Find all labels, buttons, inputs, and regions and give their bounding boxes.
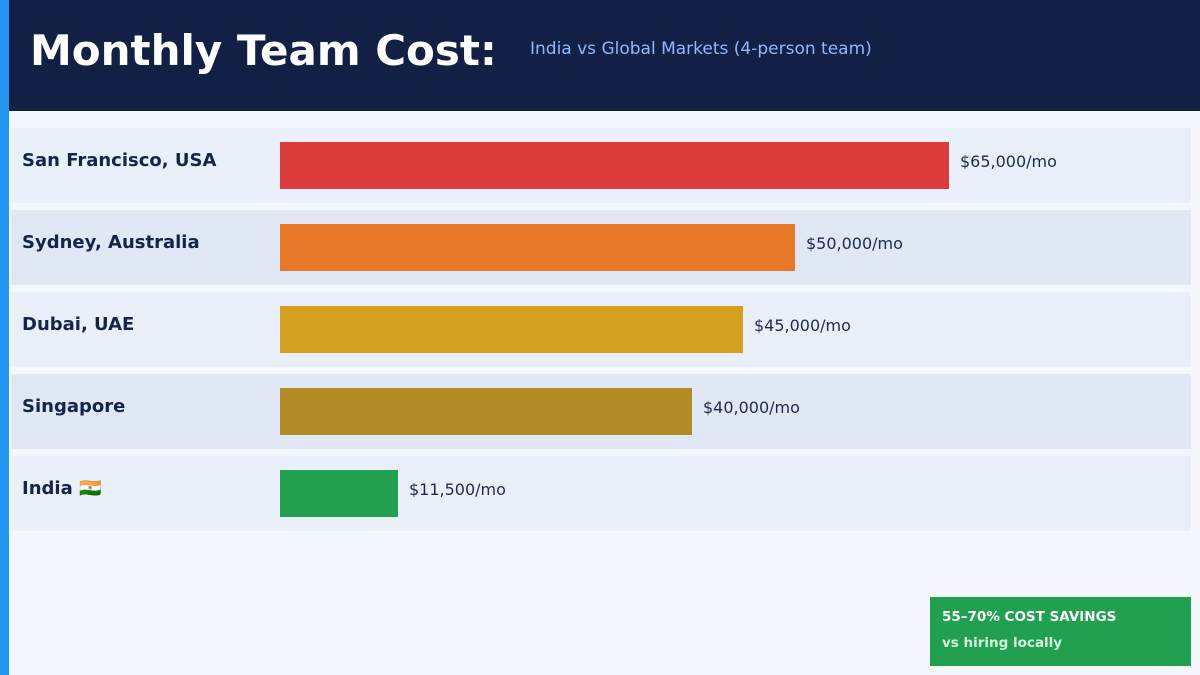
category-label: Dubai, UAE bbox=[22, 314, 135, 335]
chart-title: Monthly Team Cost: bbox=[30, 26, 497, 75]
accent-bar bbox=[0, 0, 9, 675]
chart-row: Sydney, Australia bbox=[11, 210, 1191, 285]
bar bbox=[280, 388, 692, 435]
callout-subtext: vs hiring locally bbox=[942, 635, 1063, 651]
bar bbox=[280, 306, 743, 353]
data-label: $11,500/mo bbox=[409, 480, 506, 499]
category-label: Singapore bbox=[22, 396, 126, 417]
category-label: India 🇮🇳 bbox=[22, 478, 102, 499]
chart-subtitle: India vs Global Markets (4-person team) bbox=[530, 39, 872, 59]
chart-row: India 🇮🇳 bbox=[11, 456, 1191, 531]
bar bbox=[280, 142, 949, 189]
header-banner: Monthly Team Cost: India vs Global Marke… bbox=[9, 0, 1200, 111]
data-label: $45,000/mo bbox=[754, 316, 851, 335]
category-label: San Francisco, USA bbox=[22, 150, 217, 171]
callout-headline: 55–70% COST SAVINGS bbox=[942, 609, 1117, 625]
data-label: $40,000/mo bbox=[703, 398, 800, 417]
savings-callout: 55–70% COST SAVINGS vs hiring locally bbox=[930, 597, 1191, 666]
bar bbox=[280, 470, 398, 517]
data-label: $50,000/mo bbox=[806, 234, 903, 253]
bar bbox=[280, 224, 795, 271]
category-label: Sydney, Australia bbox=[22, 232, 200, 253]
data-label: $65,000/mo bbox=[960, 152, 1057, 171]
